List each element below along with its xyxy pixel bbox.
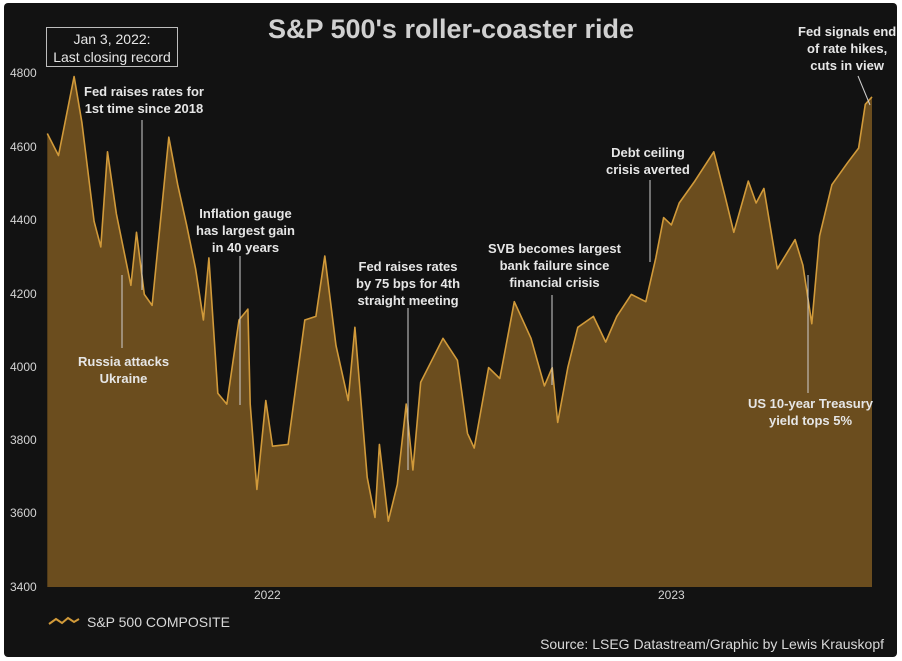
- annotation-fed-first-hike: Fed raises rates for 1st time since 2018: [84, 84, 204, 116]
- annotation-russia: Russia attacks Ukraine: [78, 354, 170, 386]
- record-line-2: Last closing record: [53, 49, 171, 65]
- y-tick-label: 3800: [10, 433, 37, 447]
- annotation-leader-lines: [121, 75, 871, 470]
- source-credit: Source: LSEG Datastream/Graphic by Lewis…: [540, 636, 884, 652]
- series-area-fill: [47, 76, 873, 587]
- y-tick-label: 3600: [10, 506, 37, 520]
- record-annotation-box: Jan 3, 2022: Last closing record: [46, 27, 178, 67]
- annotation-inflation: Inflation gauge has largest gain in 40 y…: [196, 206, 295, 255]
- annotation-svb: SVB becomes largest bank failure since f…: [488, 241, 621, 290]
- y-tick-label: 4800: [10, 66, 37, 80]
- series-line: [46, 75, 873, 522]
- annotation-fed-cuts: Fed signals end of rate hikes, cuts in v…: [798, 24, 897, 73]
- x-tick-label: 2023: [658, 588, 685, 602]
- leader-fed-cuts: [857, 75, 871, 106]
- legend-label: S&P 500 COMPOSITE: [87, 614, 230, 630]
- chart-title: S&P 500's roller-coaster ride: [267, 14, 635, 44]
- annotation-debt-ceiling: Debt ceiling crisis averted: [606, 145, 690, 177]
- record-line-1: Jan 3, 2022:: [73, 31, 151, 47]
- legend-swatch: [48, 616, 80, 625]
- y-tick-label: 3400: [10, 580, 37, 594]
- y-tick-label: 4200: [10, 287, 37, 301]
- y-tick-label: 4600: [10, 140, 37, 154]
- annotation-treasury: US 10-year Treasury yield tops 5%: [748, 396, 874, 428]
- x-tick-label: 2022: [254, 588, 281, 602]
- y-tick-label: 4400: [10, 213, 37, 227]
- y-tick-label: 4000: [10, 360, 37, 374]
- annotation-fed-75bps: Fed raises rates by 75 bps for 4th strai…: [356, 259, 461, 308]
